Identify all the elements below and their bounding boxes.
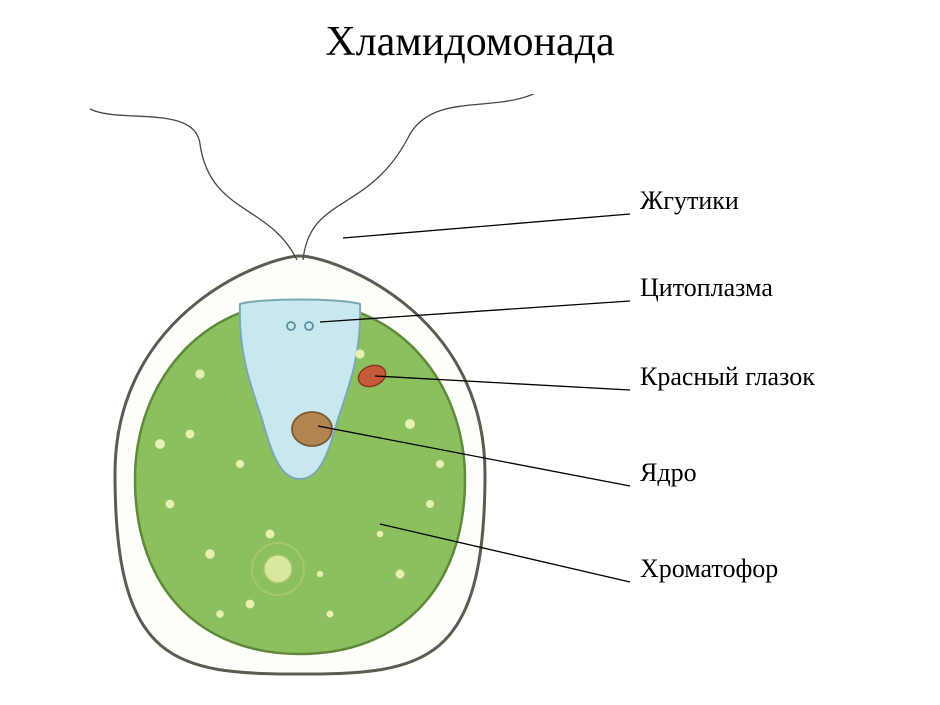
label-eyespot: Красный глазок <box>640 362 815 392</box>
diagram-stage: Жгутики Цитоплазма Красный глазок Ядро Х… <box>0 94 940 705</box>
page-title: Хламидомонада <box>0 18 940 66</box>
cell-diagram <box>0 94 940 705</box>
label-cytoplasm: Цитоплазма <box>640 273 773 303</box>
label-flagella: Жгутики <box>640 186 739 216</box>
label-chromatophore: Хроматофор <box>640 554 778 584</box>
label-nucleus: Ядро <box>640 458 697 488</box>
